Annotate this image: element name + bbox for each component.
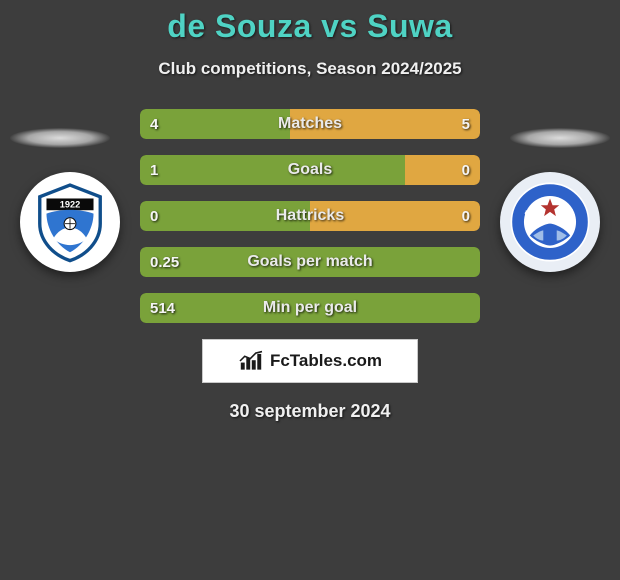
bar-row: 10Goals — [140, 155, 480, 185]
watermark-text: FcTables.com — [270, 351, 382, 371]
bar-segment-right — [405, 155, 480, 185]
crest-left-icon: 1922 — [28, 180, 112, 264]
bar-segment-left — [140, 293, 480, 323]
bar-segment-left — [140, 155, 405, 185]
svg-text:1922: 1922 — [60, 200, 81, 210]
club-crest-left: 1922 — [20, 172, 120, 272]
bar-segment-right — [310, 201, 480, 231]
shadow-oval-left — [10, 128, 110, 148]
bar-segment-left — [140, 201, 310, 231]
crest-right-icon: ФК БОКЕЉ ФК БОКЕЉ — [508, 180, 592, 264]
comparison-bars: 45Matches 10Goals 00Hattricks 0.25Goals per… — [140, 109, 480, 323]
watermark: FcTables.com — [202, 339, 418, 383]
bar-chart-icon — [238, 350, 264, 372]
bar-segment-right — [290, 109, 480, 139]
shadow-oval-right — [510, 128, 610, 148]
club-crest-right: ФК БОКЕЉ ФК БОКЕЉ — [500, 172, 600, 272]
comparison-card: de Souza vs Suwa Club competitions, Seas… — [0, 0, 620, 580]
bar-segment-left — [140, 109, 290, 139]
bar-row: 00Hattricks — [140, 201, 480, 231]
bar-row: 45Matches — [140, 109, 480, 139]
bar-segment-left — [140, 247, 480, 277]
page-subtitle: Club competitions, Season 2024/2025 — [0, 59, 620, 79]
page-title: de Souza vs Suwa — [0, 8, 620, 45]
date-line: 30 september 2024 — [0, 401, 620, 422]
bar-row: 0.25Goals per match — [140, 247, 480, 277]
bar-row: 514Min per goal — [140, 293, 480, 323]
